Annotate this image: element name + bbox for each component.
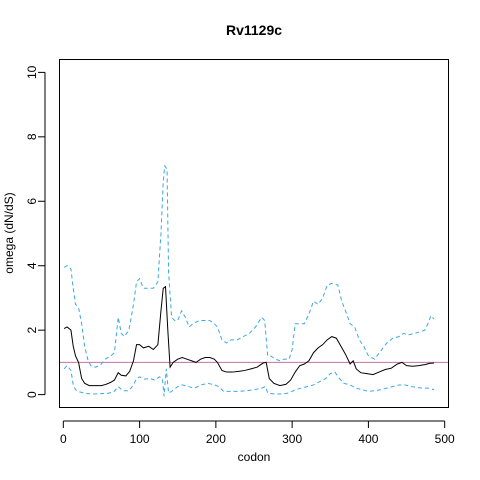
x-tick-label: 200 bbox=[206, 432, 226, 446]
series-mean-line bbox=[63, 285, 435, 387]
series-upper-bound-line bbox=[63, 164, 435, 368]
chart-title: Rv1129c bbox=[226, 22, 282, 38]
y-tick-label: 8 bbox=[25, 133, 39, 140]
y-tick-label: 0 bbox=[25, 391, 39, 398]
x-tick-label: 500 bbox=[435, 432, 455, 446]
y-tick-label: 6 bbox=[25, 198, 39, 205]
y-axis-label: omega (dN/dS) bbox=[2, 192, 16, 273]
x-tick-label: 400 bbox=[358, 432, 378, 446]
y-tick-label: 2 bbox=[25, 327, 39, 334]
x-tick-label: 300 bbox=[282, 432, 302, 446]
plot-frame bbox=[59, 59, 449, 408]
x-tick-label: 100 bbox=[130, 432, 150, 446]
y-tick-label: 4 bbox=[25, 262, 39, 269]
series-lower-bound-line bbox=[63, 364, 435, 397]
y-tick-label: 10 bbox=[25, 65, 39, 79]
x-tick-label: 0 bbox=[60, 432, 67, 446]
x-axis-label: codon bbox=[238, 450, 271, 464]
